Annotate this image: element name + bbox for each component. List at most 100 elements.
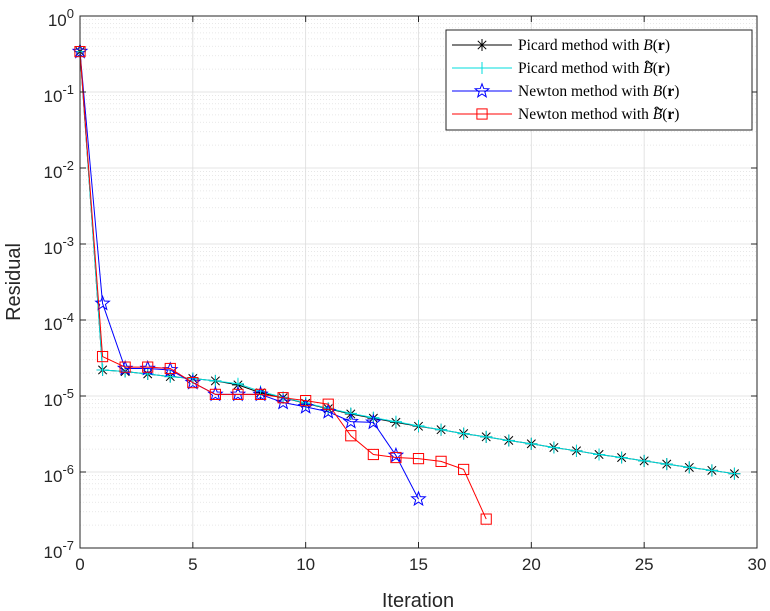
data-point <box>142 361 154 373</box>
legend-entry: Newton method with B(r) <box>518 106 679 123</box>
y-tick-label: 10-2 <box>44 158 74 182</box>
legend: Picard method with B(r) Picard method wi… <box>445 29 753 131</box>
legend-close-paren: ) <box>665 60 670 77</box>
data-point <box>593 448 606 461</box>
y-tick-exponent: -5 <box>62 386 74 401</box>
data-point <box>390 451 402 464</box>
series-4 <box>74 46 492 525</box>
x-tick-label: 0 <box>75 555 84 574</box>
series-2 <box>74 45 741 480</box>
data-point <box>476 108 488 120</box>
data-point <box>345 430 357 442</box>
y-axis-title: Residual <box>3 243 25 321</box>
data-point <box>322 398 334 410</box>
legend-math-r: r <box>658 37 665 54</box>
legend-open-paren: ( <box>653 37 658 54</box>
legend-box <box>445 29 753 131</box>
legend-math: B <box>653 83 663 100</box>
y-tick-base: 10 <box>44 315 63 334</box>
legend-open-paren: ( <box>662 83 667 100</box>
y-tick-label: 10-4 <box>44 310 74 334</box>
data-point <box>476 39 488 51</box>
data-point <box>457 427 470 440</box>
legend-entry: Picard method with B(r) <box>518 60 670 77</box>
data-point <box>365 413 382 430</box>
x-tick-label: 10 <box>296 555 315 574</box>
legend-open-paren: ( <box>662 106 667 123</box>
data-point <box>412 419 425 432</box>
data-point <box>277 392 289 404</box>
y-tick-base: 10 <box>44 163 63 182</box>
data-point <box>705 464 718 477</box>
y-tick-base: 10 <box>44 239 63 258</box>
y-tick-label: 10-3 <box>44 234 74 258</box>
legend-prefix: Newton method with <box>518 106 653 123</box>
legend-prefix: Picard method with <box>518 60 643 77</box>
y-tick-label: 100 <box>48 6 74 30</box>
legend-math-r: r <box>658 60 665 77</box>
data-point <box>367 411 380 424</box>
x-tick-label: 30 <box>748 555 767 574</box>
data-point <box>410 490 427 507</box>
y-tick-label: 10-5 <box>44 386 74 410</box>
data-point <box>502 434 515 447</box>
series-line <box>79 51 487 520</box>
data-point <box>209 388 222 400</box>
data-point <box>480 513 492 525</box>
x-tick-label: 5 <box>188 555 197 574</box>
marker-stroke <box>477 40 487 50</box>
data-point <box>209 374 222 387</box>
data-point <box>480 430 493 443</box>
legend-entry: Picard method with B(r) <box>518 37 670 54</box>
legend-entry: Newton method with B(r) <box>518 83 679 100</box>
data-point <box>232 388 244 400</box>
legend-tilde <box>654 106 664 111</box>
data-point <box>412 453 425 465</box>
y-tick-base: 10 <box>44 543 63 562</box>
y-tick-labels: 10-7 10-6 10-5 10-4 10-3 10-2 10-1 100 <box>44 6 74 562</box>
y-tick-exponent: -7 <box>62 538 74 553</box>
y-tick-label: 10-7 <box>44 538 74 562</box>
data-point <box>728 467 741 480</box>
data-point <box>187 377 199 389</box>
x-axis-title: Iteration <box>382 590 454 611</box>
data-point <box>254 388 267 400</box>
data-point <box>119 361 131 373</box>
data-point <box>94 294 111 311</box>
legend-prefix: Newton method with <box>518 83 653 100</box>
y-tick-exponent: -4 <box>62 310 74 325</box>
legend-close-paren: ) <box>674 83 679 100</box>
y-tick-base: 10 <box>48 11 67 30</box>
legend-close-paren: ) <box>674 106 679 123</box>
legend-tilde <box>644 60 654 65</box>
legend-math: B <box>653 106 663 123</box>
data-point <box>435 423 448 436</box>
y-tick-label: 10-1 <box>44 82 74 106</box>
y-tick-base: 10 <box>44 467 63 486</box>
data-point <box>660 458 673 471</box>
data-point <box>615 451 628 464</box>
legend-samples <box>452 39 512 120</box>
y-tick-base: 10 <box>44 391 63 410</box>
data-point <box>164 362 176 375</box>
data-point <box>476 62 488 74</box>
x-tick-label: 20 <box>522 555 541 574</box>
y-tick-exponent: -2 <box>62 158 74 173</box>
axis-ticks <box>79 15 758 549</box>
y-tick-exponent: 0 <box>67 6 74 21</box>
y-tick-exponent: -6 <box>62 462 74 477</box>
x-tick-label: 25 <box>635 555 654 574</box>
y-tick-label: 10-6 <box>44 462 74 486</box>
data-point <box>96 350 109 363</box>
legend-open-paren: ( <box>653 60 658 77</box>
y-tick-exponent: -3 <box>62 234 74 249</box>
data-point <box>683 461 696 474</box>
legend-math-r: r <box>667 106 674 123</box>
data-point <box>473 82 491 98</box>
data-point <box>96 363 109 376</box>
y-tick-base: 10 <box>44 87 63 106</box>
legend-prefix: Picard method with <box>518 37 643 54</box>
y-tick-exponent: -1 <box>62 82 74 97</box>
data-point <box>342 412 360 429</box>
